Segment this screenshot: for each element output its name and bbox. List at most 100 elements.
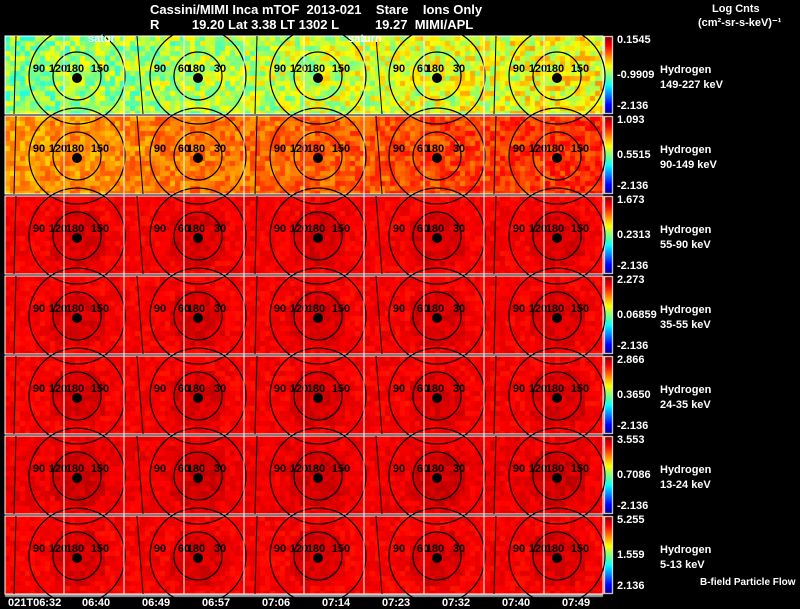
saturn-dot — [193, 313, 203, 323]
contour-circle — [293, 371, 343, 421]
contour-label: 30 — [214, 223, 226, 235]
field-line — [254, 195, 258, 275]
saturn-dot — [313, 153, 323, 163]
field-line — [136, 115, 144, 195]
contour-circle — [149, 27, 247, 125]
colorbar-min-label: -2.136 — [617, 100, 649, 112]
contour-label: 90 — [33, 143, 45, 155]
time-tick-label: 07:32 — [442, 597, 471, 609]
contour-label: 90 — [154, 383, 166, 395]
contour-circle — [149, 427, 247, 525]
field-line — [136, 435, 144, 515]
colorbar-mid-label: 0.7086 — [617, 469, 651, 481]
contour-circle — [269, 187, 367, 285]
field-line — [493, 435, 497, 515]
saturn-dot — [193, 473, 203, 483]
field-line — [136, 355, 144, 435]
contour-label: 150 — [332, 303, 350, 315]
contour-label: 60 — [417, 543, 429, 555]
field-line — [375, 355, 383, 435]
contour-circle — [28, 427, 126, 525]
contour-label: 180 — [307, 463, 325, 475]
panel-energy-label: 90-149 keV — [660, 159, 717, 171]
field-line — [254, 515, 258, 595]
panel-species-label: Hydrogen — [660, 64, 712, 76]
saturn-dot — [72, 553, 82, 563]
contour-label: 30 — [453, 463, 465, 475]
contour-label: 90 — [274, 303, 286, 315]
colorbar-mid-label: 0.06859 — [617, 309, 657, 321]
contour-label: 180 — [66, 463, 84, 475]
saturn-dot — [313, 313, 323, 323]
panel-energy-label: 55-90 keV — [660, 239, 711, 251]
contour-label: 150 — [571, 463, 589, 475]
contour-circle — [388, 267, 486, 365]
contour-label: 150 — [332, 223, 350, 235]
contour-circle — [412, 291, 462, 341]
contour-label: 30 — [214, 63, 226, 75]
field-line — [254, 115, 258, 195]
contour-label: 180 — [187, 463, 205, 475]
contour-circle — [28, 267, 126, 365]
field-line — [375, 115, 383, 195]
time-tick-label: 021T06:32 — [8, 597, 62, 609]
contour-label: 120 — [290, 463, 308, 475]
saturn-dot — [193, 393, 203, 403]
contour-label: 30 — [214, 303, 226, 315]
contour-label: 150 — [332, 383, 350, 395]
contour-label: 150 — [332, 143, 350, 155]
contour-label: 120 — [290, 63, 308, 75]
contour-circle — [269, 347, 367, 445]
saturn-dot — [432, 153, 442, 163]
contour-circle — [28, 187, 126, 285]
panel-energy-label: 13-24 keV — [660, 479, 711, 491]
contour-label: 180 — [426, 463, 444, 475]
contour-circle — [173, 371, 223, 421]
contour-label: 120 — [290, 543, 308, 555]
contour-label: 150 — [571, 303, 589, 315]
contour-circle — [149, 107, 247, 205]
contour-label: 150 — [91, 543, 109, 555]
contour-label: 180 — [66, 63, 84, 75]
contour-label: 90 — [393, 143, 405, 155]
contour-label: 150 — [571, 543, 589, 555]
contour-circle — [388, 27, 486, 125]
contour-circle — [173, 291, 223, 341]
colorbar-max-label: 1.093 — [617, 114, 645, 126]
contour-label: 90 — [513, 463, 525, 475]
colorbar-max-label: 2.866 — [617, 354, 645, 366]
contour-circle — [149, 267, 247, 365]
contour-label: 90 — [513, 303, 525, 315]
field-line — [254, 435, 258, 515]
contour-circle — [269, 507, 367, 605]
contour-circle — [293, 131, 343, 181]
contour-label: 90 — [513, 223, 525, 235]
time-tick-label: 07:40 — [502, 597, 531, 609]
saturn-dot — [193, 73, 203, 83]
contour-circle — [532, 451, 582, 501]
contour-label: 150 — [91, 63, 109, 75]
colorbar-mid-label: 0.2313 — [617, 229, 651, 241]
contour-label: 150 — [91, 383, 109, 395]
contour-circle — [532, 51, 582, 101]
field-line — [493, 515, 497, 595]
field-line — [136, 275, 144, 355]
contour-label: 180 — [426, 383, 444, 395]
contour-label: 180 — [66, 383, 84, 395]
field-line — [136, 195, 144, 275]
contour-circle — [293, 451, 343, 501]
colorbar-min-label: -2.136 — [617, 420, 649, 432]
contour-circle — [293, 531, 343, 581]
contour-label: 180 — [187, 383, 205, 395]
contour-label: 30 — [214, 143, 226, 155]
saturn-dot — [193, 153, 203, 163]
contour-label: 150 — [91, 463, 109, 475]
contour-label: 30 — [214, 383, 226, 395]
contour-label: 180 — [187, 223, 205, 235]
contour-label: 120 — [529, 63, 547, 75]
contour-circle — [269, 107, 367, 205]
saturn-dot — [193, 233, 203, 243]
field-line — [13, 435, 17, 515]
planet-label: saturn — [348, 33, 382, 45]
contour-label: 120 — [529, 543, 547, 555]
